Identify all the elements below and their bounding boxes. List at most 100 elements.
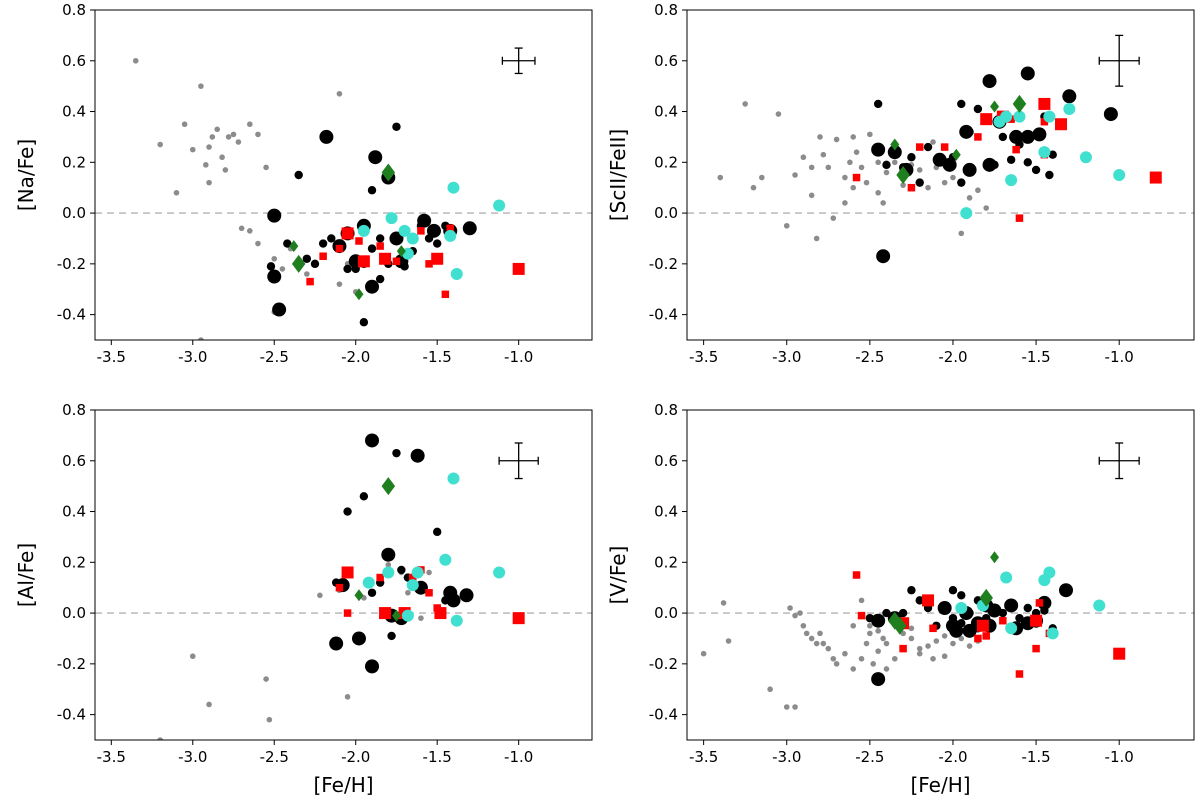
x-tick-label: -1.0 <box>1105 748 1134 766</box>
data-point-gray <box>792 172 798 178</box>
data-point-gray <box>966 195 973 201</box>
data-point-black-big <box>1059 583 1074 598</box>
data-point-red-big <box>512 612 525 625</box>
data-point-black-small <box>873 99 883 109</box>
data-point-red-small <box>915 143 924 151</box>
y-tick-label: 0.2 <box>654 553 678 571</box>
data-point-red-small <box>392 257 401 266</box>
data-point-gray <box>941 653 948 660</box>
data-point-gray <box>792 704 798 710</box>
x-axis-label: [Fe/H] <box>910 773 970 797</box>
data-point-gray <box>867 630 873 637</box>
data-point-gray <box>792 612 798 619</box>
data-point-red-big <box>431 252 444 265</box>
data-point-red-small <box>376 573 384 582</box>
data-point-gray <box>875 648 881 654</box>
data-point-gray <box>858 597 865 604</box>
data-point-black-small <box>375 234 385 243</box>
data-point-gray <box>925 643 931 649</box>
y-tick-label: 0.8 <box>654 401 678 419</box>
data-point-cyan <box>1013 110 1026 123</box>
y-tick-label: 0.6 <box>62 452 86 470</box>
data-point-black-small <box>948 586 958 595</box>
data-point-cyan <box>401 609 414 622</box>
data-point-black-small <box>1023 158 1032 167</box>
data-point-gray <box>891 159 898 166</box>
data-point-gray <box>797 610 803 616</box>
data-point-gray <box>842 650 848 657</box>
data-point-red-big <box>512 262 525 275</box>
data-point-gray <box>271 255 278 262</box>
data-point-black-small <box>310 259 320 269</box>
data-point-green-big <box>381 163 396 182</box>
data-point-red-big <box>379 252 392 265</box>
data-point-gray <box>930 139 936 145</box>
data-point-cyan <box>1093 599 1106 612</box>
data-point-black-small <box>907 153 916 162</box>
data-point-black-big <box>319 129 334 144</box>
data-point-gray <box>850 184 857 191</box>
data-point-gray <box>759 174 765 181</box>
data-point-gray <box>189 146 196 153</box>
data-point-cyan <box>385 212 398 225</box>
data-point-black-small <box>359 492 369 501</box>
data-point-cyan <box>444 229 457 242</box>
data-point-gray <box>830 215 837 221</box>
data-point-red-big <box>379 607 392 620</box>
data-point-gray <box>742 101 748 107</box>
data-point-red-small <box>940 143 949 151</box>
data-point-gray <box>958 230 965 237</box>
x-tick-label: -2.0 <box>341 348 370 366</box>
data-point-gray <box>820 151 827 158</box>
data-point-black-big <box>267 208 282 223</box>
data-point-black-small <box>343 264 352 274</box>
data-point-gray <box>775 111 782 117</box>
data-point-gray <box>817 630 823 637</box>
data-point-cyan <box>1113 169 1126 181</box>
y-tick-label: 0.8 <box>654 1 678 19</box>
data-point-cyan <box>1038 146 1051 159</box>
data-point-black-big <box>1020 66 1035 81</box>
y-axis-label: [Na/Fe] <box>14 139 38 211</box>
data-point-black-big <box>871 672 886 687</box>
data-point-cyan <box>1063 103 1076 115</box>
data-point-red-small <box>974 133 982 141</box>
data-point-red-small <box>899 644 907 653</box>
data-point-cyan <box>1000 571 1013 584</box>
data-point-gray <box>219 154 225 161</box>
data-point-black-big <box>982 74 997 89</box>
data-point-gray <box>930 655 936 662</box>
data-point-black-big <box>1009 129 1024 144</box>
plot-frame <box>686 9 1195 341</box>
data-point-black-small <box>957 99 966 109</box>
data-points <box>157 433 525 740</box>
x-tick-label: -1.0 <box>504 348 533 366</box>
data-point-gray <box>966 643 973 649</box>
data-point-red-small <box>852 173 861 182</box>
data-point-black-big <box>462 221 477 236</box>
data-point-gray <box>767 686 773 693</box>
data-point-red-small <box>982 632 990 640</box>
data-point-black-small <box>973 104 983 114</box>
data-point-cyan <box>382 566 395 579</box>
data-point-gray <box>209 134 216 140</box>
data-point-red-small <box>907 183 916 192</box>
data-point-gray <box>933 638 940 644</box>
data-point-red-small <box>409 573 417 582</box>
x-tick-label: -3.0 <box>178 748 207 766</box>
data-point-gray <box>908 625 915 632</box>
data-point-black-small <box>359 318 369 327</box>
y-tick-label: 0.4 <box>654 103 678 121</box>
data-point-cyan <box>447 472 460 485</box>
data-point-cyan <box>955 602 968 614</box>
data-point-gray <box>336 90 343 97</box>
y-tick-label: 0.8 <box>62 1 86 19</box>
x-tick-label: -3.0 <box>772 748 801 766</box>
y-tick-label: 0.4 <box>62 503 86 521</box>
data-point-black-big <box>937 601 952 615</box>
y-axis-label: [Al/Fe] <box>14 543 38 607</box>
data-point-red-small <box>376 242 384 250</box>
data-point-black-small <box>432 527 442 537</box>
data-point-red-big <box>976 619 989 632</box>
y-tick-label: 0.2 <box>654 153 678 171</box>
